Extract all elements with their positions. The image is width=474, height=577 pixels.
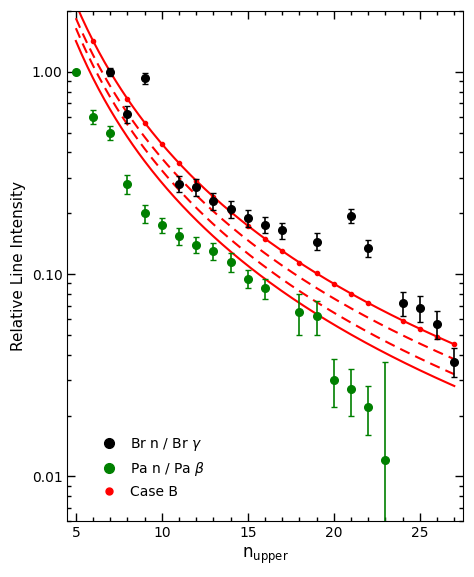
Legend: Br n / Br $\gamma$, Pa n / Pa $\beta$, Case B: Br n / Br $\gamma$, Pa n / Pa $\beta$, C… bbox=[90, 430, 211, 504]
Y-axis label: Relative Line Intensity: Relative Line Intensity bbox=[11, 181, 26, 351]
X-axis label: n$_{\rm upper}$: n$_{\rm upper}$ bbox=[242, 546, 289, 566]
